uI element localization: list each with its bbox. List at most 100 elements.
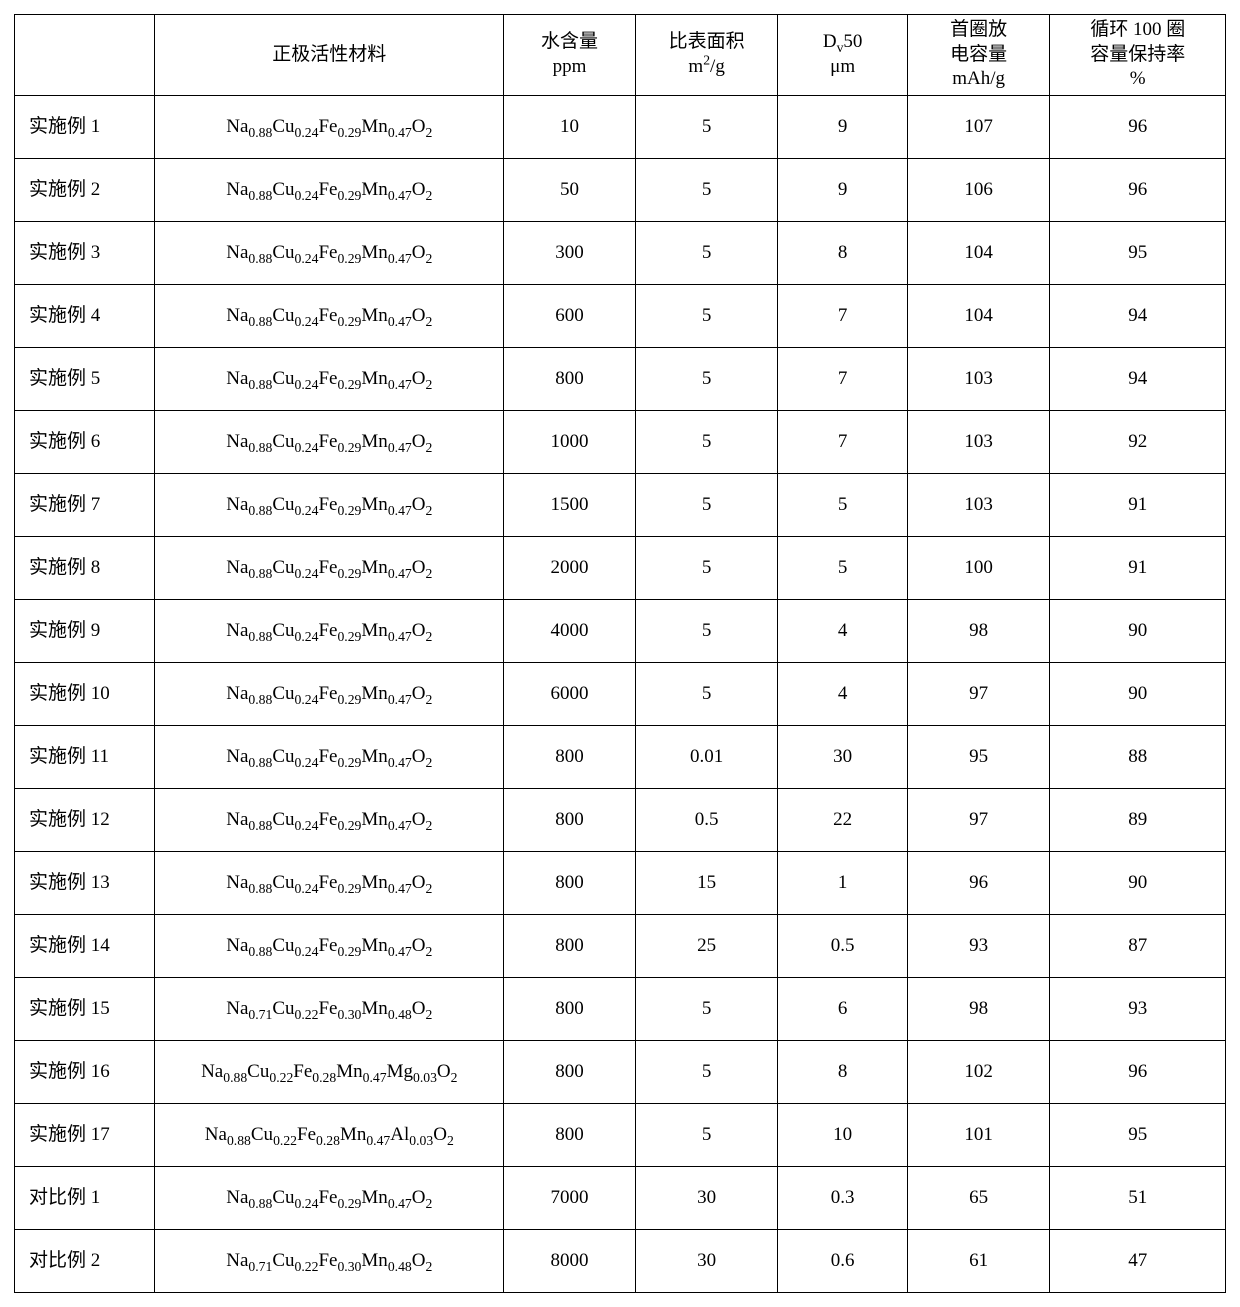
cell-material: Na0.88Cu0.22Fe0.28Mn0.47Mg0.03O2 — [155, 1041, 504, 1104]
cell-label: 实施例 12 — [15, 789, 155, 852]
cell-dv50: 0.5 — [778, 915, 907, 978]
cell-water: 800 — [504, 1104, 636, 1167]
cell-ret: 94 — [1050, 285, 1226, 348]
cell-material: Na0.88Cu0.24Fe0.29Mn0.47O2 — [155, 348, 504, 411]
table-row: 实施例 16Na0.88Cu0.22Fe0.28Mn0.47Mg0.03O280… — [15, 1041, 1226, 1104]
cell-water: 600 — [504, 285, 636, 348]
cell-dv50: 1 — [778, 852, 907, 915]
cell-material: Na0.88Cu0.24Fe0.29Mn0.47O2 — [155, 537, 504, 600]
table-row: 实施例 5Na0.88Cu0.24Fe0.29Mn0.47O2800571039… — [15, 348, 1226, 411]
cell-first: 103 — [907, 474, 1050, 537]
cell-first: 107 — [907, 96, 1050, 159]
cell-water: 800 — [504, 915, 636, 978]
cell-material: Na0.88Cu0.24Fe0.29Mn0.47O2 — [155, 285, 504, 348]
cell-bet: 5 — [635, 1104, 778, 1167]
table-row: 实施例 14Na0.88Cu0.24Fe0.29Mn0.47O2800250.5… — [15, 915, 1226, 978]
cell-first: 102 — [907, 1041, 1050, 1104]
cell-dv50: 10 — [778, 1104, 907, 1167]
header-first-line1: 首圈放 — [950, 19, 1007, 40]
cell-label: 实施例 17 — [15, 1104, 155, 1167]
cell-material: Na0.88Cu0.24Fe0.29Mn0.47O2 — [155, 852, 504, 915]
cell-dv50: 7 — [778, 348, 907, 411]
table-row: 实施例 6Na0.88Cu0.24Fe0.29Mn0.47O2100057103… — [15, 411, 1226, 474]
table-row: 实施例 13Na0.88Cu0.24Fe0.29Mn0.47O280015196… — [15, 852, 1226, 915]
cell-bet: 30 — [635, 1230, 778, 1293]
cell-first: 97 — [907, 663, 1050, 726]
cell-ret: 51 — [1050, 1167, 1226, 1230]
cell-bet: 5 — [635, 411, 778, 474]
header-material: 正极活性材料 — [155, 15, 504, 96]
cell-ret: 90 — [1050, 600, 1226, 663]
cell-ret: 90 — [1050, 663, 1226, 726]
table-row: 对比例 1Na0.88Cu0.24Fe0.29Mn0.47O27000300.3… — [15, 1167, 1226, 1230]
header-first-line3: mAh/g — [952, 68, 1005, 89]
cell-ret: 93 — [1050, 978, 1226, 1041]
cell-dv50: 4 — [778, 663, 907, 726]
cell-material: Na0.88Cu0.24Fe0.29Mn0.47O2 — [155, 915, 504, 978]
cell-bet: 5 — [635, 600, 778, 663]
cell-dv50: 4 — [778, 600, 907, 663]
header-ret-line1: 循环 100 圈 — [1090, 19, 1185, 40]
header-dv50: Dv50μm — [778, 15, 907, 96]
cell-material: Na0.71Cu0.22Fe0.30Mn0.48O2 — [155, 1230, 504, 1293]
cell-material: Na0.88Cu0.24Fe0.29Mn0.47O2 — [155, 222, 504, 285]
header-ret: 循环 100 圈 容量保持率 % — [1050, 15, 1226, 96]
cell-dv50: 5 — [778, 537, 907, 600]
table-row: 实施例 12Na0.88Cu0.24Fe0.29Mn0.47O28000.522… — [15, 789, 1226, 852]
header-first-line2: 电容量 — [950, 44, 1007, 65]
cell-ret: 87 — [1050, 915, 1226, 978]
cell-ret: 96 — [1050, 96, 1226, 159]
cell-ret: 89 — [1050, 789, 1226, 852]
table-row: 实施例 11Na0.88Cu0.24Fe0.29Mn0.47O28000.013… — [15, 726, 1226, 789]
cell-bet: 5 — [635, 159, 778, 222]
table-row: 实施例 15Na0.71Cu0.22Fe0.30Mn0.48O280056989… — [15, 978, 1226, 1041]
table-row: 实施例 1Na0.88Cu0.24Fe0.29Mn0.47O2105910796 — [15, 96, 1226, 159]
cell-ret: 94 — [1050, 348, 1226, 411]
cell-water: 6000 — [504, 663, 636, 726]
cell-label: 实施例 2 — [15, 159, 155, 222]
table-body: 实施例 1Na0.88Cu0.24Fe0.29Mn0.47O2105910796… — [15, 96, 1226, 1293]
cell-ret: 96 — [1050, 159, 1226, 222]
cell-label: 实施例 6 — [15, 411, 155, 474]
cell-water: 1500 — [504, 474, 636, 537]
cell-ret: 47 — [1050, 1230, 1226, 1293]
table-row: 实施例 3Na0.88Cu0.24Fe0.29Mn0.47O2300581049… — [15, 222, 1226, 285]
header-first: 首圈放 电容量 mAh/g — [907, 15, 1050, 96]
cell-water: 800 — [504, 852, 636, 915]
cell-label: 实施例 3 — [15, 222, 155, 285]
cell-dv50: 6 — [778, 978, 907, 1041]
header-row: 正极活性材料 水含量 ppm 比表面积m2/g Dv50μm 首圈放 电容量 m… — [15, 15, 1226, 96]
cell-label: 实施例 4 — [15, 285, 155, 348]
cell-first: 96 — [907, 852, 1050, 915]
cell-ret: 91 — [1050, 537, 1226, 600]
cell-water: 8000 — [504, 1230, 636, 1293]
cell-bet: 30 — [635, 1167, 778, 1230]
cell-ret: 95 — [1050, 1104, 1226, 1167]
cell-first: 98 — [907, 978, 1050, 1041]
cell-bet: 15 — [635, 852, 778, 915]
cell-label: 实施例 7 — [15, 474, 155, 537]
cell-dv50: 30 — [778, 726, 907, 789]
data-table: 正极活性材料 水含量 ppm 比表面积m2/g Dv50μm 首圈放 电容量 m… — [14, 14, 1226, 1293]
table-row: 对比例 2Na0.71Cu0.22Fe0.30Mn0.48O28000300.6… — [15, 1230, 1226, 1293]
table-row: 实施例 9Na0.88Cu0.24Fe0.29Mn0.47O2400054989… — [15, 600, 1226, 663]
header-water-line2: ppm — [553, 56, 587, 77]
table-row: 实施例 17Na0.88Cu0.22Fe0.28Mn0.47Al0.03O280… — [15, 1104, 1226, 1167]
cell-bet: 5 — [635, 222, 778, 285]
cell-first: 104 — [907, 285, 1050, 348]
cell-material: Na0.88Cu0.24Fe0.29Mn0.47O2 — [155, 663, 504, 726]
cell-first: 65 — [907, 1167, 1050, 1230]
cell-bet: 0.5 — [635, 789, 778, 852]
cell-material: Na0.88Cu0.24Fe0.29Mn0.47O2 — [155, 159, 504, 222]
cell-first: 97 — [907, 789, 1050, 852]
header-blank — [15, 15, 155, 96]
header-water-line1: 水含量 — [541, 31, 598, 52]
cell-bet: 5 — [635, 96, 778, 159]
cell-dv50: 9 — [778, 96, 907, 159]
cell-material: Na0.88Cu0.24Fe0.29Mn0.47O2 — [155, 726, 504, 789]
cell-material: Na0.88Cu0.24Fe0.29Mn0.47O2 — [155, 474, 504, 537]
cell-dv50: 8 — [778, 1041, 907, 1104]
cell-dv50: 22 — [778, 789, 907, 852]
cell-ret: 88 — [1050, 726, 1226, 789]
cell-label: 实施例 8 — [15, 537, 155, 600]
